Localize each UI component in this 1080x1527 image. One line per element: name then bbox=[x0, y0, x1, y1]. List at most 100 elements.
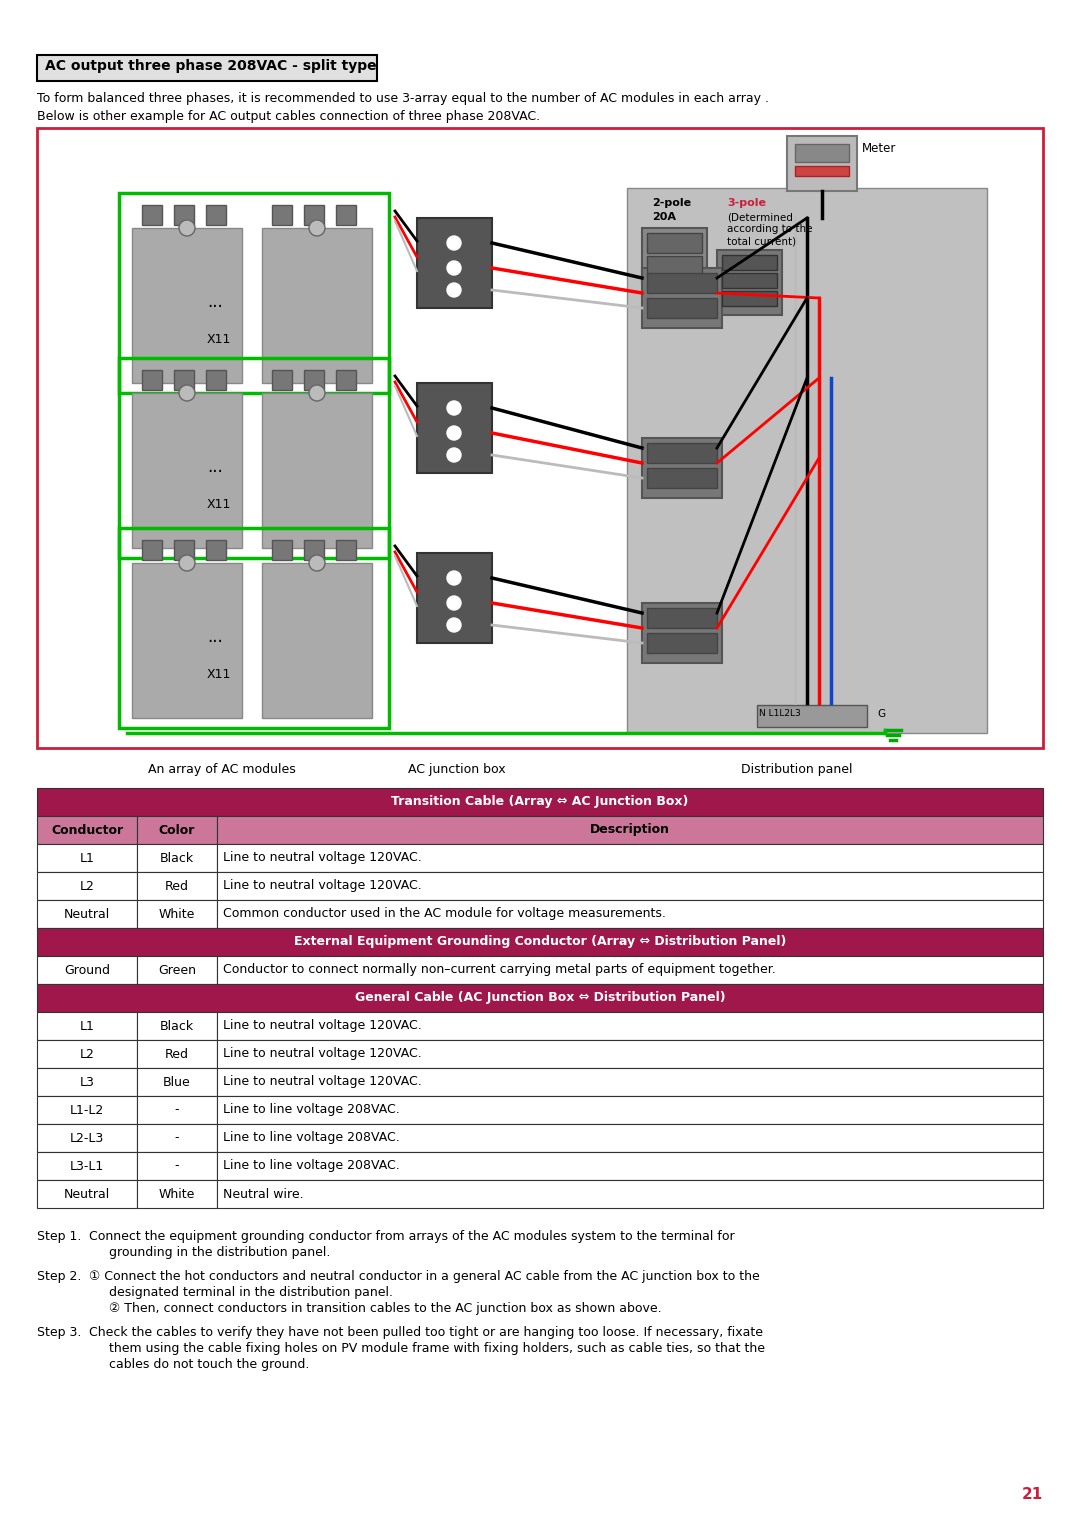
Circle shape bbox=[447, 596, 461, 609]
Bar bbox=[642, 603, 723, 663]
Bar bbox=[647, 634, 717, 654]
Bar bbox=[262, 228, 372, 383]
Bar bbox=[137, 1012, 217, 1040]
Text: Step 2.: Step 2. bbox=[37, 1270, 81, 1283]
Bar bbox=[647, 298, 717, 318]
Text: Meter: Meter bbox=[862, 142, 896, 156]
Bar bbox=[336, 541, 356, 560]
Text: Line to line voltage 208VAC.: Line to line voltage 208VAC. bbox=[222, 1132, 400, 1145]
Bar bbox=[303, 541, 324, 560]
Bar bbox=[217, 899, 1043, 928]
Circle shape bbox=[179, 385, 195, 402]
Text: Neutral: Neutral bbox=[64, 1188, 110, 1200]
Text: Neutral: Neutral bbox=[64, 907, 110, 921]
Bar bbox=[647, 273, 717, 293]
Bar bbox=[642, 269, 723, 328]
Text: -: - bbox=[175, 1132, 179, 1145]
Text: L2-L3: L2-L3 bbox=[70, 1132, 104, 1145]
Bar bbox=[336, 205, 356, 224]
Bar bbox=[137, 1067, 217, 1096]
Bar bbox=[206, 370, 226, 389]
Bar bbox=[262, 392, 372, 548]
Text: Step 3.: Step 3. bbox=[37, 1325, 81, 1339]
Text: Transition Cable (Array ⇔ AC Junction Box): Transition Cable (Array ⇔ AC Junction Bo… bbox=[391, 796, 689, 808]
Text: External Equipment Grounding Conductor (Array ⇔ Distribution Panel): External Equipment Grounding Conductor (… bbox=[294, 936, 786, 948]
Bar bbox=[137, 1040, 217, 1067]
Bar bbox=[137, 1124, 217, 1151]
Text: Red: Red bbox=[165, 1048, 189, 1060]
Text: White: White bbox=[159, 907, 195, 921]
Bar bbox=[217, 844, 1043, 872]
Bar bbox=[217, 872, 1043, 899]
Circle shape bbox=[447, 447, 461, 463]
Circle shape bbox=[309, 385, 325, 402]
Text: -: - bbox=[175, 1104, 179, 1116]
Text: Below is other example for AC output cables connection of three phase 208VAC.: Below is other example for AC output cab… bbox=[37, 110, 540, 124]
Bar bbox=[217, 1124, 1043, 1151]
Bar bbox=[303, 205, 324, 224]
Bar bbox=[119, 528, 389, 728]
Text: Line to neutral voltage 120VAC.: Line to neutral voltage 120VAC. bbox=[222, 1048, 422, 1060]
Text: L3: L3 bbox=[80, 1075, 94, 1089]
Text: AC output three phase 208VAC - split type: AC output three phase 208VAC - split typ… bbox=[45, 60, 377, 73]
Text: Blue: Blue bbox=[163, 1075, 191, 1089]
Bar bbox=[217, 1180, 1043, 1208]
Bar bbox=[217, 815, 1043, 844]
Text: Ground: Ground bbox=[64, 964, 110, 976]
Bar bbox=[37, 899, 137, 928]
Bar bbox=[141, 541, 162, 560]
Bar bbox=[647, 257, 702, 276]
Text: X11: X11 bbox=[207, 498, 231, 512]
Text: N L1L2L3: N L1L2L3 bbox=[759, 709, 800, 718]
Bar bbox=[37, 1040, 137, 1067]
Bar bbox=[37, 1151, 137, 1180]
Text: Line to neutral voltage 120VAC.: Line to neutral voltage 120VAC. bbox=[222, 1020, 422, 1032]
Bar bbox=[217, 1096, 1043, 1124]
Text: 3-pole: 3-pole bbox=[727, 199, 766, 208]
Bar bbox=[723, 292, 777, 305]
Bar bbox=[37, 956, 137, 983]
Bar bbox=[717, 250, 782, 315]
Text: General Cable (AC Junction Box ⇔ Distribution Panel): General Cable (AC Junction Box ⇔ Distrib… bbox=[354, 991, 726, 1005]
Bar bbox=[272, 205, 292, 224]
Text: Description: Description bbox=[590, 823, 670, 837]
Text: Line to neutral voltage 120VAC.: Line to neutral voltage 120VAC. bbox=[222, 1075, 422, 1089]
Bar bbox=[723, 255, 777, 270]
Bar bbox=[217, 1012, 1043, 1040]
Text: Line to neutral voltage 120VAC.: Line to neutral voltage 120VAC. bbox=[222, 852, 422, 864]
Text: White: White bbox=[159, 1188, 195, 1200]
Text: L3-L1: L3-L1 bbox=[70, 1159, 104, 1173]
Circle shape bbox=[179, 554, 195, 571]
Text: grounding in the distribution panel.: grounding in the distribution panel. bbox=[109, 1246, 330, 1258]
Text: Line to neutral voltage 120VAC.: Line to neutral voltage 120VAC. bbox=[222, 880, 422, 892]
Text: ① Connect the hot conductors and neutral conductor in a general AC cable from th: ① Connect the hot conductors and neutral… bbox=[89, 1270, 759, 1283]
Bar bbox=[37, 1124, 137, 1151]
Text: Black: Black bbox=[160, 1020, 194, 1032]
Bar bbox=[627, 188, 987, 733]
Circle shape bbox=[447, 282, 461, 296]
Bar bbox=[217, 1040, 1043, 1067]
Text: X11: X11 bbox=[207, 667, 231, 681]
Circle shape bbox=[447, 618, 461, 632]
Text: Conductor: Conductor bbox=[51, 823, 123, 837]
Text: Distribution panel: Distribution panel bbox=[741, 764, 853, 776]
Bar bbox=[137, 1151, 217, 1180]
Bar bbox=[132, 392, 242, 548]
Bar bbox=[647, 608, 717, 628]
Bar bbox=[37, 788, 1043, 815]
Circle shape bbox=[447, 426, 461, 440]
Bar bbox=[137, 815, 217, 844]
Bar bbox=[272, 541, 292, 560]
Bar bbox=[37, 1012, 137, 1040]
Bar bbox=[647, 234, 702, 253]
Bar bbox=[272, 370, 292, 389]
Bar bbox=[262, 563, 372, 718]
Text: 21: 21 bbox=[1022, 1487, 1043, 1503]
Bar bbox=[37, 1096, 137, 1124]
Text: AC junction box: AC junction box bbox=[408, 764, 505, 776]
Bar bbox=[174, 541, 194, 560]
Bar bbox=[137, 956, 217, 983]
Circle shape bbox=[309, 554, 325, 571]
Bar bbox=[795, 144, 849, 162]
Circle shape bbox=[447, 571, 461, 585]
